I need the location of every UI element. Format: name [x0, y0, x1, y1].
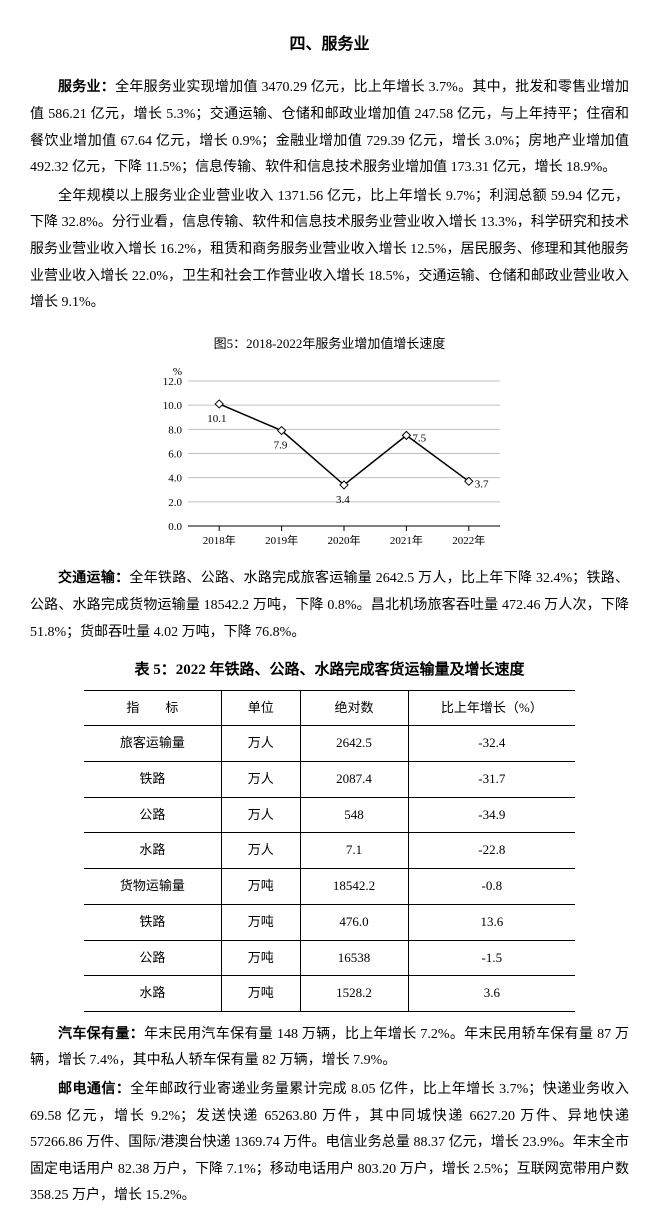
- table-row: 公路万吨16538-1.5: [84, 940, 575, 976]
- table-cell: 3.6: [408, 976, 575, 1012]
- table-cell: 7.1: [300, 833, 408, 869]
- table-cell: 水路: [84, 976, 222, 1012]
- table-cell: -0.8: [408, 869, 575, 905]
- chart-container: 0.02.04.06.08.010.012.0%2018年2019年2020年2…: [30, 361, 629, 561]
- svg-text:2022年: 2022年: [452, 533, 485, 547]
- table-cell: -32.4: [408, 726, 575, 762]
- th-unit: 单位: [221, 690, 300, 726]
- table-cell: 万人: [221, 726, 300, 762]
- svg-text:%: %: [172, 366, 181, 378]
- table-cell: 万人: [221, 762, 300, 798]
- svg-text:2018年: 2018年: [202, 533, 235, 547]
- table-cell: -31.7: [408, 762, 575, 798]
- table-cell: 万吨: [221, 940, 300, 976]
- table-cell: 18542.2: [300, 869, 408, 905]
- table-cell: 万人: [221, 833, 300, 869]
- svg-text:7.5: 7.5: [412, 433, 426, 445]
- chart-title: 图5：2018-2022年服务业增加值增长速度: [30, 332, 629, 357]
- svg-text:2019年: 2019年: [265, 533, 298, 547]
- table-row: 水路万吨1528.23.6: [84, 976, 575, 1012]
- table-cell: 水路: [84, 833, 222, 869]
- table-cell: 2087.4: [300, 762, 408, 798]
- svg-text:3.4: 3.4: [336, 494, 350, 506]
- th-growth: 比上年增长（%）: [408, 690, 575, 726]
- paragraph-service: 服务业：全年服务业实现增加值 3470.29 亿元，比上年增长 3.7%。其中，…: [30, 75, 629, 181]
- transport-table: 指 标 单位 绝对数 比上年增长（%） 旅客运输量万人2642.5-32.4铁路…: [84, 690, 575, 1012]
- table-cell: -34.9: [408, 797, 575, 833]
- table-cell: 铁路: [84, 904, 222, 940]
- table-cell: 万吨: [221, 869, 300, 905]
- table-cell: 548: [300, 797, 408, 833]
- table-row: 货物运输量万吨18542.2-0.8: [84, 869, 575, 905]
- svg-text:8.0: 8.0: [168, 425, 182, 437]
- table-row: 旅客运输量万人2642.5-32.4: [84, 726, 575, 762]
- th-indicator: 指 标: [84, 690, 222, 726]
- svg-text:2021年: 2021年: [389, 533, 422, 547]
- table-cell: -22.8: [408, 833, 575, 869]
- table-cell: 13.6: [408, 904, 575, 940]
- paragraph-vehicle: 汽车保有量：年末民用汽车保有量 148 万辆，比上年增长 7.2%。年末民用轿车…: [30, 1022, 629, 1075]
- label-service: 服务业：: [58, 80, 115, 95]
- text-post: 全年邮政行业寄递业务量累计完成 8.05 亿件，比上年增长 3.7%；快递业务收…: [30, 1082, 629, 1203]
- table-cell: 2642.5: [300, 726, 408, 762]
- table-cell: 货物运输量: [84, 869, 222, 905]
- paragraph-transport: 交通运输：全年铁路、公路、水路完成旅客运输量 2642.5 万人，比上年下降 3…: [30, 566, 629, 646]
- label-post: 邮电通信：: [58, 1082, 130, 1097]
- table-row: 铁路万吨476.013.6: [84, 904, 575, 940]
- table-cell: -1.5: [408, 940, 575, 976]
- table-cell: 476.0: [300, 904, 408, 940]
- label-transport: 交通运输：: [58, 571, 129, 586]
- table-cell: 1528.2: [300, 976, 408, 1012]
- section-title: 四、服务业: [30, 30, 629, 60]
- line-chart: 0.02.04.06.08.010.012.0%2018年2019年2020年2…: [140, 361, 520, 561]
- svg-text:2.0: 2.0: [168, 497, 182, 509]
- table-cell: 万吨: [221, 976, 300, 1012]
- svg-text:10.1: 10.1: [207, 413, 226, 425]
- table-cell: 16538: [300, 940, 408, 976]
- text-service: 全年服务业实现增加值 3470.29 亿元，比上年增长 3.7%。其中，批发和零…: [30, 80, 629, 175]
- table-row: 公路万人548-34.9: [84, 797, 575, 833]
- paragraph-scale: 全年规模以上服务业企业营业收入 1371.56 亿元，比上年增长 9.7%；利润…: [30, 184, 629, 317]
- svg-text:6.0: 6.0: [168, 449, 182, 461]
- svg-text:7.9: 7.9: [273, 440, 287, 452]
- svg-text:4.0: 4.0: [168, 473, 182, 485]
- table-cell: 公路: [84, 940, 222, 976]
- table-title: 表 5：2022 年铁路、公路、水路完成客货运输量及增长速度: [30, 656, 629, 685]
- table-cell: 旅客运输量: [84, 726, 222, 762]
- table-cell: 铁路: [84, 762, 222, 798]
- table-header-row: 指 标 单位 绝对数 比上年增长（%）: [84, 690, 575, 726]
- paragraph-post: 邮电通信：全年邮政行业寄递业务量累计完成 8.05 亿件，比上年增长 3.7%；…: [30, 1077, 629, 1210]
- table-cell: 公路: [84, 797, 222, 833]
- table-row: 水路万人7.1-22.8: [84, 833, 575, 869]
- svg-text:2020年: 2020年: [327, 533, 360, 547]
- svg-text:3.7: 3.7: [474, 479, 488, 491]
- svg-text:10.0: 10.0: [162, 401, 182, 413]
- text-scale: 全年规模以上服务业企业营业收入 1371.56 亿元，比上年增长 9.7%；利润…: [30, 189, 629, 310]
- table-cell: 万吨: [221, 904, 300, 940]
- label-vehicle: 汽车保有量：: [58, 1027, 144, 1042]
- table-row: 铁路万人2087.4-31.7: [84, 762, 575, 798]
- table-cell: 万人: [221, 797, 300, 833]
- svg-text:0.0: 0.0: [168, 521, 182, 533]
- th-absolute: 绝对数: [300, 690, 408, 726]
